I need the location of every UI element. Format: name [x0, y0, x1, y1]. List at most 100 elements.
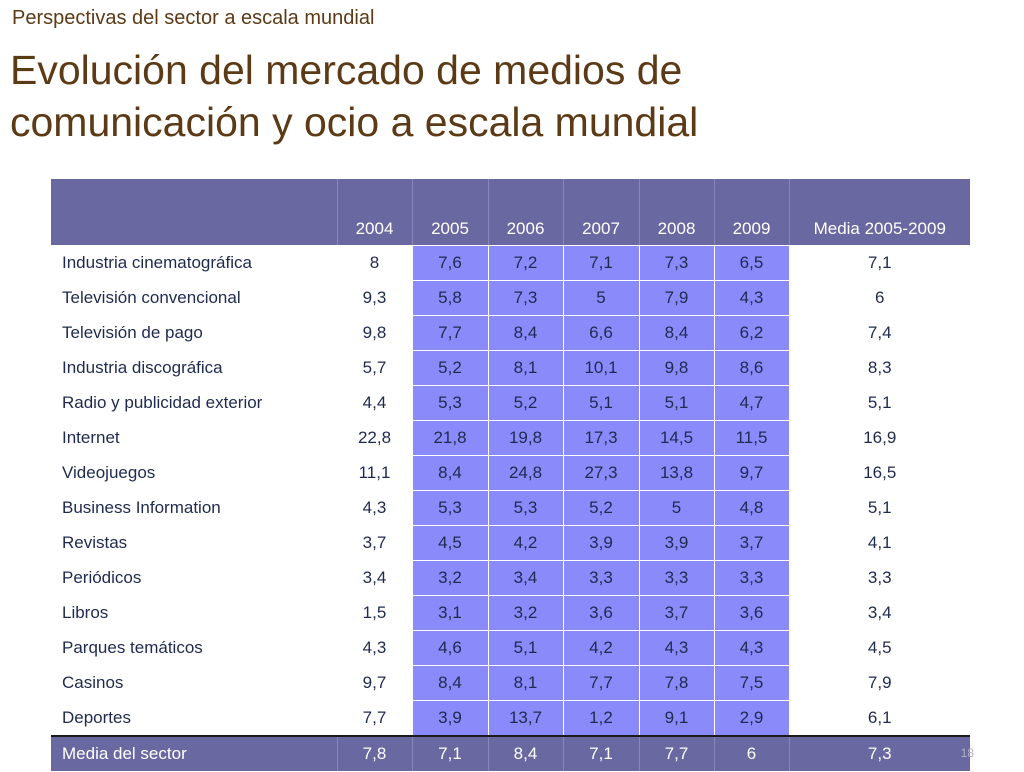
column-header: 2004	[336, 179, 412, 246]
table-cell: 3,9	[411, 700, 488, 737]
table-row: Revistas 3,7 4,5 4,2 3,9 3,9 3,7 4,1	[51, 525, 970, 561]
table-cell: 9,3	[336, 280, 412, 316]
table-cell: 4,5	[411, 525, 488, 561]
table-cell: 11,5	[713, 420, 789, 456]
table-row: Parques temáticos 4,3 4,6 5,1 4,2 4,3 4,3 4,5	[51, 630, 970, 666]
table-cell: 7,7	[336, 700, 412, 737]
table-cell: 5,3	[411, 385, 488, 421]
table-cell: 4,6	[411, 630, 488, 666]
table-cell: 1,5	[336, 595, 412, 631]
table-cell: 4,3	[336, 490, 412, 526]
table-cell: 13,8	[638, 455, 714, 491]
table-cell: 19,8	[487, 420, 563, 456]
table-cell: 16,5	[788, 455, 970, 491]
table-cell: 5,2	[487, 385, 563, 421]
table-row: Videojuegos 11,1 8,4 24,8 27,3 13,8 9,7 16,5	[51, 455, 970, 491]
table-cell: 8,4	[638, 315, 714, 351]
table-cell: 8,4	[487, 315, 563, 351]
table-cell: 3,6	[713, 595, 789, 631]
table-header-row: 2004 2005 2006 2007 2008 2009 Media 2005…	[51, 179, 970, 246]
table-cell: 4,8	[713, 490, 789, 526]
table-cell: 6,2	[713, 315, 789, 351]
table-cell: 7,5	[713, 665, 789, 701]
row-label: Internet	[51, 420, 337, 456]
row-label: Libros	[51, 595, 337, 631]
table-cell: 4,3	[336, 630, 412, 666]
table-cell: 4,5	[788, 630, 970, 666]
row-label: Periódicos	[51, 560, 337, 596]
table-row: Periódicos 3,4 3,2 3,4 3,3 3,3 3,3 3,3	[51, 560, 970, 596]
table-row: Libros 1,5 3,1 3,2 3,6 3,7 3,6 3,4	[51, 595, 970, 631]
table-cell: 3,2	[487, 595, 563, 631]
table-cell: 3,9	[562, 525, 639, 561]
table-cell: 3,4	[336, 560, 412, 596]
table-cell: 7,1	[562, 735, 639, 772]
table-cell: 3,3	[638, 560, 714, 596]
table-cell: 5,3	[411, 490, 488, 526]
table-cell: 5,1	[487, 630, 563, 666]
table-cell: 3,7	[638, 595, 714, 631]
table-cell: 4,1	[788, 525, 970, 561]
page-number: 18	[960, 746, 974, 760]
table-cell: 6	[788, 280, 970, 316]
table-row: Casinos 9,7 8,4 8,1 7,7 7,8 7,5 7,9	[51, 665, 970, 701]
table-cell: 3,4	[487, 560, 563, 596]
table-cell: 9,8	[336, 315, 412, 351]
table-cell: 1,2	[562, 700, 639, 737]
table-cell: 5,2	[562, 490, 639, 526]
row-label: Deportes	[51, 700, 337, 737]
table-cell: 17,3	[562, 420, 639, 456]
table-cell: 7,3	[788, 735, 970, 772]
table-cell: 16,9	[788, 420, 970, 456]
table-cell: 5,1	[638, 385, 714, 421]
row-label: Business Information	[51, 490, 337, 526]
table-body: Industria cinematográfica 8 7,6 7,2 7,1 7,3 6,…	[51, 245, 970, 772]
column-header: 2005	[411, 179, 488, 246]
table-cell: 2,9	[713, 700, 789, 737]
table-cell: 3,1	[411, 595, 488, 631]
table-cell: 8,3	[788, 350, 970, 386]
table-cell: 7,6	[411, 245, 488, 281]
table-cell: 3,3	[713, 560, 789, 596]
table-cell: 3,2	[411, 560, 488, 596]
table-cell: 7,3	[638, 245, 714, 281]
table-row: Business Information 4,3 5,3 5,3 5,2 5 4,8 5,1	[51, 490, 970, 526]
table-cell: 3,9	[638, 525, 714, 561]
table-cell: 3,7	[336, 525, 412, 561]
slide-title-line-2: comunicación y ocio a escala mundial	[10, 99, 699, 145]
table-cell: 5	[638, 490, 714, 526]
table-cell: 8,4	[487, 735, 563, 772]
table-cell: 8,4	[411, 665, 488, 701]
table-cell: 7,9	[788, 665, 970, 701]
table-cell: 6,1	[788, 700, 970, 737]
table-cell: 3,6	[562, 595, 639, 631]
table-cell: 14,5	[638, 420, 714, 456]
table-cell: 11,1	[336, 455, 412, 491]
column-header: 2006	[487, 179, 563, 246]
table-cell: 7,7	[562, 665, 639, 701]
table-cell: 7,4	[788, 315, 970, 351]
table-cell: 7,8	[336, 735, 412, 772]
slide-supertitle: Perspectivas del sector a escala mundial	[12, 7, 375, 29]
table-cell: 9,7	[336, 665, 412, 701]
table-cell: 27,3	[562, 455, 639, 491]
table-row: Televisión convencional 9,3 5,8 7,3 5 7,9 4,3 6	[51, 280, 970, 316]
table-cell: 7,3	[487, 280, 563, 316]
table-cell: 4,3	[713, 280, 789, 316]
row-label: Televisión de pago	[51, 315, 337, 351]
table-cell: 24,8	[487, 455, 563, 491]
table-cell: 4,2	[487, 525, 563, 561]
market-evolution-table: 2004 2005 2006 2007 2008 2009 Media 2005…	[51, 179, 970, 772]
slide-title-line-1: Evolución del mercado de medios de	[10, 47, 683, 93]
table-cell: 22,8	[336, 420, 412, 456]
table-cell: 8	[336, 245, 412, 281]
table-cell: 3,3	[788, 560, 970, 596]
table-cell: 8,4	[411, 455, 488, 491]
table-cell: 7,1	[411, 735, 488, 772]
table-cell: 10,1	[562, 350, 639, 386]
table-cell: 8,6	[713, 350, 789, 386]
table-cell: 6,6	[562, 315, 639, 351]
table-cell: 7,1	[562, 245, 639, 281]
column-header: 2009	[713, 179, 789, 246]
row-label: Parques temáticos	[51, 630, 337, 666]
